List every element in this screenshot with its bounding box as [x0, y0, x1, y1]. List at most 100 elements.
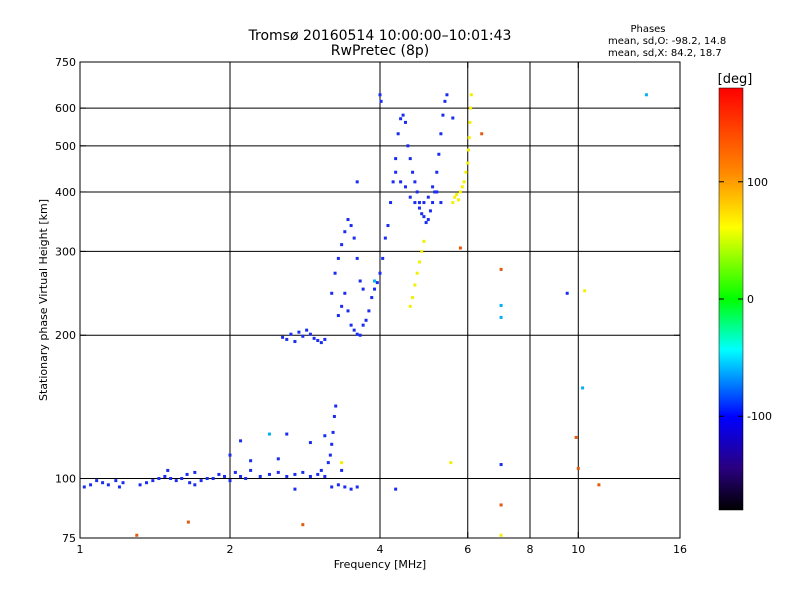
data-point	[499, 533, 503, 537]
data-point	[199, 479, 203, 483]
data-points	[82, 93, 648, 537]
series-1	[281, 93, 569, 467]
data-point	[308, 474, 312, 478]
data-point	[386, 224, 390, 228]
data-point	[441, 113, 445, 117]
data-point	[336, 314, 340, 318]
data-point	[89, 483, 93, 487]
x-tick-label: 8	[527, 543, 534, 556]
data-point	[379, 99, 383, 103]
data-point	[289, 332, 293, 336]
data-point	[333, 271, 337, 275]
x-tick-label: 4	[377, 543, 384, 556]
data-point	[361, 323, 365, 327]
data-point	[323, 474, 327, 478]
data-point	[185, 472, 189, 476]
data-point	[355, 180, 359, 184]
y-tick-label: 600	[55, 102, 76, 115]
data-point	[415, 271, 419, 275]
data-point	[411, 296, 415, 300]
data-point	[406, 144, 410, 148]
stats-x-mode: mean, sd,X: 84.2, 18.7	[608, 48, 722, 59]
data-point	[193, 470, 197, 474]
data-point	[174, 479, 178, 483]
grid-lines	[80, 62, 680, 538]
x-tick-label: 2	[227, 543, 234, 556]
colorbar-tick-label: 100	[747, 176, 768, 189]
data-point	[451, 116, 455, 120]
data-point	[455, 193, 459, 197]
data-point	[403, 120, 407, 124]
data-point	[233, 470, 237, 474]
data-point	[346, 218, 350, 222]
data-point	[355, 256, 359, 260]
data-point	[460, 185, 464, 189]
data-point	[403, 185, 407, 189]
data-point	[422, 201, 426, 205]
data-point	[466, 161, 470, 165]
data-point	[499, 463, 503, 467]
data-point	[343, 230, 347, 234]
stats-o-mode: mean, sd,O: -98.2, 14.8	[608, 36, 726, 47]
data-point	[326, 461, 330, 465]
data-point	[389, 201, 393, 205]
data-point	[364, 318, 368, 322]
data-point	[358, 333, 362, 337]
data-point	[323, 434, 327, 438]
data-point	[285, 337, 289, 341]
data-point	[297, 330, 301, 334]
data-point	[439, 132, 443, 136]
data-point	[453, 195, 457, 199]
data-point	[244, 477, 248, 481]
data-point	[408, 195, 412, 199]
data-point	[293, 340, 297, 344]
data-point	[293, 472, 297, 476]
data-point	[644, 93, 648, 97]
data-point	[420, 249, 424, 253]
y-tick-label: 750	[55, 56, 76, 69]
data-point	[417, 201, 421, 205]
data-point	[281, 335, 285, 339]
data-point	[451, 201, 455, 205]
data-point	[346, 309, 350, 313]
data-point	[466, 148, 470, 152]
y-tick-label: 75	[62, 532, 76, 545]
data-point	[373, 279, 377, 283]
data-point	[316, 472, 320, 476]
data-point	[312, 336, 316, 340]
data-point	[352, 328, 356, 332]
data-point	[408, 304, 412, 308]
data-point	[468, 120, 472, 124]
series-3	[135, 132, 601, 537]
data-point	[151, 479, 155, 483]
y-tick-label: 200	[55, 329, 76, 342]
data-point	[408, 157, 412, 161]
data-point	[285, 474, 289, 478]
data-point	[308, 332, 312, 336]
data-point	[445, 93, 449, 97]
series-4	[267, 93, 648, 436]
data-point	[433, 190, 437, 194]
data-point	[367, 309, 371, 313]
x-axis-label: Frequency [MHz]	[334, 558, 426, 571]
data-point	[163, 474, 167, 478]
data-point	[399, 117, 403, 121]
data-point	[394, 487, 398, 491]
series-0	[82, 404, 398, 491]
data-point	[332, 414, 336, 418]
data-point	[193, 483, 197, 487]
data-point	[378, 271, 382, 275]
data-point	[106, 483, 110, 487]
data-point	[340, 243, 344, 247]
data-point	[249, 459, 253, 463]
data-point	[114, 479, 118, 483]
data-point	[401, 113, 405, 117]
y-tick-label: 500	[55, 140, 76, 153]
data-point	[394, 157, 398, 161]
data-point	[375, 281, 379, 285]
stats-header: Phases	[630, 24, 665, 35]
data-point	[82, 485, 86, 489]
data-point	[396, 132, 400, 136]
data-point	[415, 190, 419, 194]
data-point	[428, 209, 432, 213]
